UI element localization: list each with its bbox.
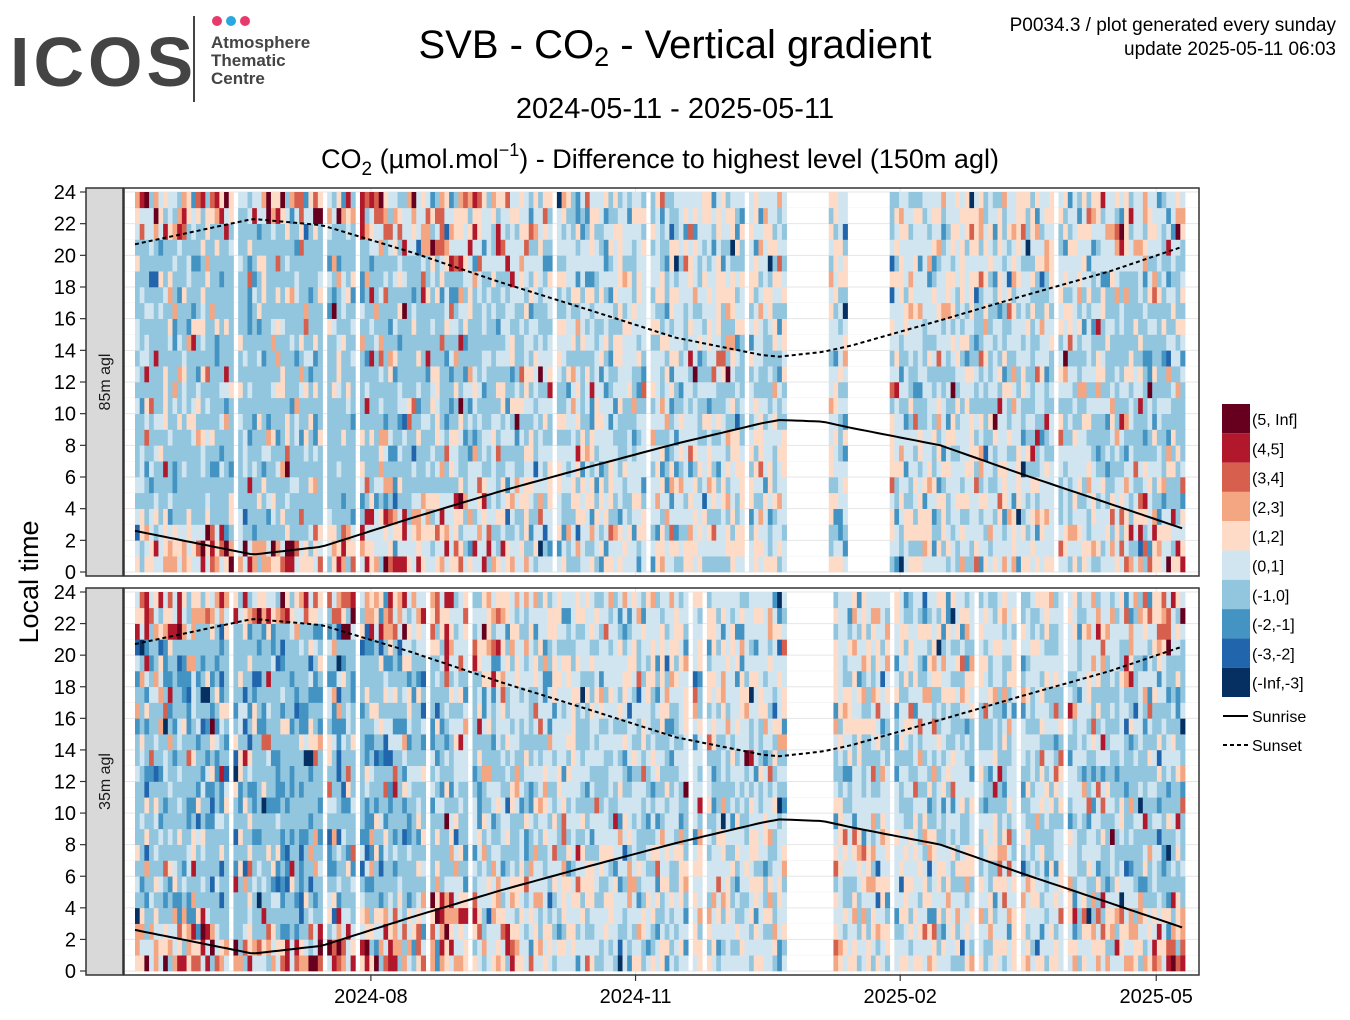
logo-line-2: Thematic bbox=[211, 51, 286, 70]
x-tick-label: 2025-02 bbox=[864, 986, 937, 1008]
legend: (5, Inf] (4,5] (3,4] (2,3] (1,2] (0,1] (-1,0] (… bbox=[1222, 404, 1306, 755]
panel-strip: 35m agl bbox=[85, 587, 124, 976]
legend-swatch bbox=[1222, 462, 1250, 492]
y-tick-label: 18 bbox=[54, 277, 76, 299]
panel-background bbox=[124, 588, 1199, 975]
y-axis-label: Local time bbox=[14, 520, 44, 643]
sunset-line bbox=[134, 218, 1183, 358]
y-tick-label: 4 bbox=[65, 898, 76, 920]
legend-swatch bbox=[1222, 433, 1250, 463]
panel-strip: 85m agl bbox=[85, 187, 124, 577]
legend-label: (2,3] bbox=[1252, 500, 1284, 517]
x-tick-label: 2025-05 bbox=[1120, 986, 1193, 1008]
legend-swatch bbox=[1222, 609, 1250, 639]
x-tick-label: 2024-08 bbox=[334, 986, 407, 1008]
grid bbox=[124, 188, 1199, 576]
y-tick-label: 22 bbox=[54, 614, 76, 636]
panel-strip-label: 85m agl bbox=[97, 354, 114, 411]
logo-dot-1 bbox=[212, 16, 222, 26]
y-tick-label: 8 bbox=[65, 435, 76, 457]
panel-border bbox=[123, 187, 1200, 577]
legend-label: (0,1] bbox=[1252, 559, 1284, 576]
y-tick-label: 10 bbox=[54, 803, 76, 825]
y-tick-label: 16 bbox=[54, 309, 76, 331]
logo-line-1: Atmosphere bbox=[211, 33, 310, 52]
y-tick-label: 12 bbox=[54, 372, 76, 394]
legend-label: (3,4] bbox=[1252, 471, 1284, 488]
logo-dot-3 bbox=[240, 16, 250, 26]
logo-line-3: Centre bbox=[211, 69, 265, 88]
chart-title: SVB - CO2 - Vertical gradient bbox=[418, 23, 931, 72]
panel-strip-label: 35m agl bbox=[97, 753, 114, 810]
legend-label: (-2,-1] bbox=[1252, 617, 1295, 634]
panel-background bbox=[124, 188, 1199, 576]
plot-info: P0034.3 / plot generated every sunday bbox=[1010, 15, 1337, 36]
legend-swatch bbox=[1222, 404, 1250, 434]
y-tick-label: 12 bbox=[54, 772, 76, 794]
legend-label: (-Inf,-3] bbox=[1252, 676, 1304, 693]
legend-swatch bbox=[1222, 579, 1250, 610]
y-tick-label: 14 bbox=[54, 340, 76, 362]
y-tick-label: 24 bbox=[54, 182, 76, 204]
legend-label: (-1,0] bbox=[1252, 588, 1289, 605]
y-tick-label: 16 bbox=[54, 708, 76, 730]
legend-label: (1,2] bbox=[1252, 529, 1284, 546]
legend-swatch bbox=[1222, 638, 1250, 668]
y-tick-label: 6 bbox=[65, 866, 76, 888]
legend-swatch bbox=[1222, 521, 1250, 551]
sunrise-line bbox=[134, 418, 1183, 556]
date-range: 2024-05-11 - 2025-05-11 bbox=[516, 93, 834, 125]
x-axis-ticks: 2024-08 2024-11 2025-02 2025-05 bbox=[334, 975, 1193, 1008]
y-tick-label: 10 bbox=[54, 404, 76, 426]
legend-label: (-3,-2] bbox=[1252, 646, 1295, 663]
heatmap-cells bbox=[135, 192, 1186, 573]
y-tick-label: 20 bbox=[54, 645, 76, 667]
legend-swatch bbox=[1222, 667, 1250, 697]
grid bbox=[124, 588, 1199, 975]
legend-label: Sunset bbox=[1252, 738, 1302, 755]
y-tick-label: 24 bbox=[54, 582, 76, 604]
y-tick-label: 14 bbox=[54, 740, 76, 762]
y-tick-label: 0 bbox=[65, 961, 76, 983]
update-info: update 2025-05-11 06:03 bbox=[1124, 39, 1336, 60]
legend-label: (5, Inf] bbox=[1252, 412, 1297, 429]
y-tick-label: 20 bbox=[54, 245, 76, 267]
x-tick-label: 2024-11 bbox=[600, 986, 672, 1008]
y-tick-label: 18 bbox=[54, 677, 76, 699]
legend-label: Sunrise bbox=[1252, 709, 1306, 726]
y-tick-label: 22 bbox=[54, 214, 76, 236]
panel-35m: 35m agl bbox=[85, 587, 1200, 976]
legend-swatch bbox=[1222, 550, 1250, 580]
panel-border bbox=[123, 587, 1200, 976]
legend-swatch bbox=[1222, 491, 1250, 522]
y-tick-label: 4 bbox=[65, 499, 76, 521]
heatmap-cells bbox=[135, 592, 1186, 972]
chart-subtitle: CO2 (µmol.mol−1) - Difference to highest… bbox=[321, 140, 999, 180]
y-tick-label: 2 bbox=[65, 530, 76, 552]
sunset-line bbox=[134, 618, 1183, 758]
sunrise-line bbox=[134, 818, 1183, 955]
header: ICOS Atmosphere Thematic Centre SVB - CO… bbox=[10, 15, 1337, 180]
legend-label: (4,5] bbox=[1252, 441, 1284, 458]
panel-85m: 85m agl bbox=[85, 187, 1200, 577]
icos-logo: ICOS Atmosphere Thematic Centre bbox=[10, 16, 310, 102]
y-tick-label: 2 bbox=[65, 929, 76, 951]
y-tick-label: 8 bbox=[65, 835, 76, 857]
logo-dot-2 bbox=[226, 16, 236, 26]
logo-wordmark: ICOS bbox=[10, 23, 197, 101]
y-tick-label: 6 bbox=[65, 467, 76, 489]
y-tick-label: 0 bbox=[65, 562, 76, 584]
